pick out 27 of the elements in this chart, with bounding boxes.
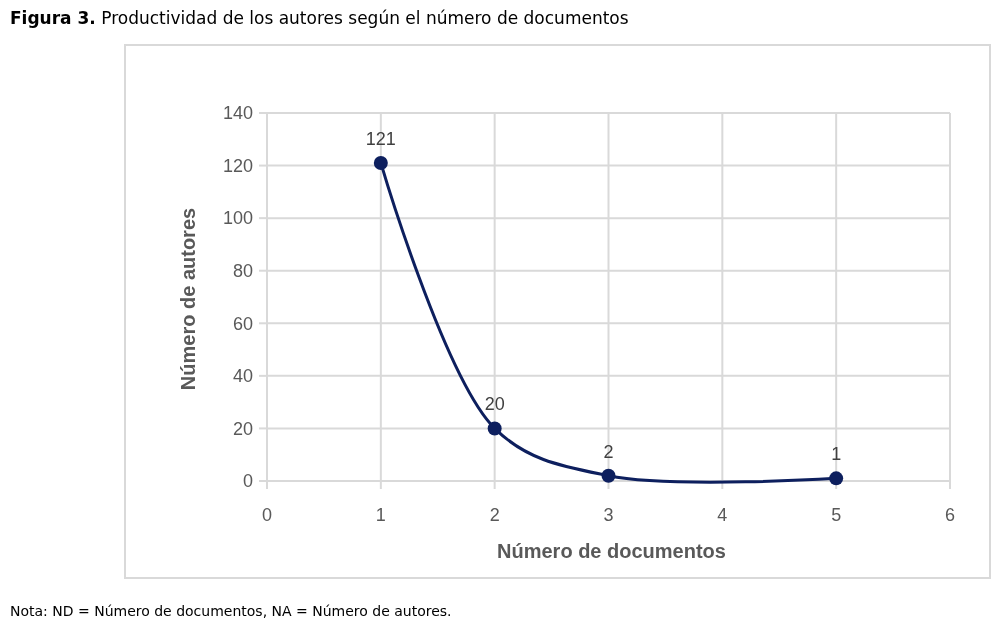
x-tick-label: 1 xyxy=(375,505,386,525)
point xyxy=(487,421,502,436)
data-label: 2 xyxy=(603,441,614,462)
y-tick-label: 20 xyxy=(232,418,253,439)
y-tick-label: 0 xyxy=(242,471,253,492)
chart-title: Figura 3. Productividad de los autores según el número de documentos xyxy=(10,8,629,28)
x-tick-label: 0 xyxy=(261,505,273,525)
x-tick-label: 4 xyxy=(717,505,728,525)
point xyxy=(601,468,616,483)
y-axis-title: Número de autores xyxy=(177,207,199,391)
point xyxy=(373,155,388,170)
y-tick-label: 40 xyxy=(232,366,253,387)
data-label: 121 xyxy=(365,128,396,149)
y-tick-label: 60 xyxy=(232,313,253,334)
y-tick-label: 140 xyxy=(222,103,253,124)
x-tick-label: 6 xyxy=(944,505,956,525)
text: Nota: ND = Número de documentos, NA = Número de autores. xyxy=(10,603,452,619)
data-label: 20 xyxy=(484,394,505,415)
data-label: 1 xyxy=(831,444,842,465)
x-tick-label: 5 xyxy=(831,505,842,525)
x-tick-label: 3 xyxy=(603,505,614,525)
y-tick-label: 80 xyxy=(232,261,253,282)
x-axis-title: Número de documentos xyxy=(497,540,726,562)
x-tick-label: 2 xyxy=(489,505,500,525)
y-tick-label: 120 xyxy=(222,155,253,176)
y-tick-label: 100 xyxy=(222,208,253,229)
point xyxy=(829,471,844,486)
